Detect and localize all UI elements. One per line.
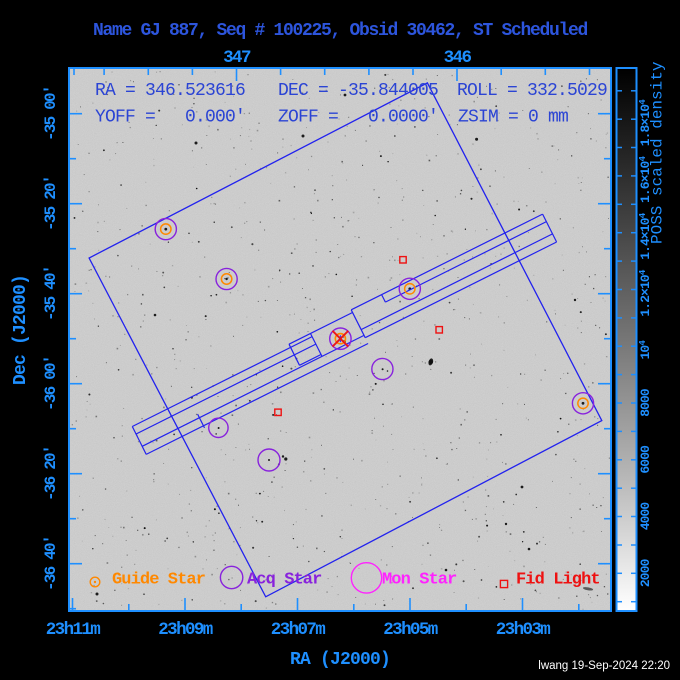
svg-text:Acq Star: Acq Star bbox=[247, 571, 321, 590]
svg-text:Guide Star: Guide Star bbox=[112, 571, 205, 590]
svg-text:-36 00': -36 00' bbox=[42, 356, 60, 411]
svg-text:1.8×104: 1.8×104 bbox=[637, 99, 653, 146]
svg-text:1.2×104: 1.2×104 bbox=[637, 269, 653, 316]
svg-text:23h09m: 23h09m bbox=[158, 620, 213, 640]
svg-text:YOFF = 0.000': YOFF = 0.000' bbox=[95, 108, 245, 128]
svg-text:-35 00': -35 00' bbox=[42, 86, 60, 141]
svg-text:4000: 4000 bbox=[638, 502, 653, 531]
svg-text:Name GJ 887, Seq # 100225, Obs: Name GJ 887, Seq # 100225, Obsid 30462, … bbox=[93, 21, 588, 41]
svg-text:DEC = -35.844005: DEC = -35.844005 bbox=[278, 81, 438, 101]
svg-text:ROLL = 332.5029: ROLL = 332.5029 bbox=[457, 81, 607, 101]
svg-text:346: 346 bbox=[444, 48, 472, 68]
svg-text:23h03m: 23h03m bbox=[496, 620, 551, 640]
svg-text:2000: 2000 bbox=[638, 558, 653, 587]
svg-text:ZOFF = 0.0000': ZOFF = 0.0000' bbox=[278, 108, 438, 128]
svg-text:lwang 19-Sep-2024 22:20: lwang 19-Sep-2024 22:20 bbox=[538, 660, 670, 672]
svg-text:8000: 8000 bbox=[638, 388, 653, 417]
svg-text:-36 20': -36 20' bbox=[42, 446, 60, 501]
svg-text:6000: 6000 bbox=[638, 445, 653, 474]
svg-text:Mon Star: Mon Star bbox=[382, 571, 456, 590]
svg-text:347: 347 bbox=[223, 48, 251, 68]
svg-text:1.4×104: 1.4×104 bbox=[637, 212, 653, 259]
svg-text:-35 20': -35 20' bbox=[42, 176, 60, 231]
svg-text:RA = 346.523616: RA = 346.523616 bbox=[95, 81, 245, 101]
svg-text:RA (J2000): RA (J2000) bbox=[290, 650, 390, 670]
svg-text:1.6×104: 1.6×104 bbox=[637, 156, 653, 203]
svg-text:23h05m: 23h05m bbox=[383, 620, 438, 640]
svg-text:Dec (J2000): Dec (J2000) bbox=[11, 275, 31, 385]
svg-text:-35 40': -35 40' bbox=[42, 266, 60, 321]
svg-text:Fid Light: Fid Light bbox=[516, 571, 600, 590]
svg-text:ZSIM = 0 mm: ZSIM = 0 mm bbox=[458, 108, 568, 128]
svg-text:-36 40': -36 40' bbox=[42, 536, 60, 591]
svg-text:POSS scaled density: POSS scaled density bbox=[649, 61, 667, 244]
svg-text:23h11m: 23h11m bbox=[46, 620, 101, 640]
svg-text:23h07m: 23h07m bbox=[271, 620, 326, 640]
